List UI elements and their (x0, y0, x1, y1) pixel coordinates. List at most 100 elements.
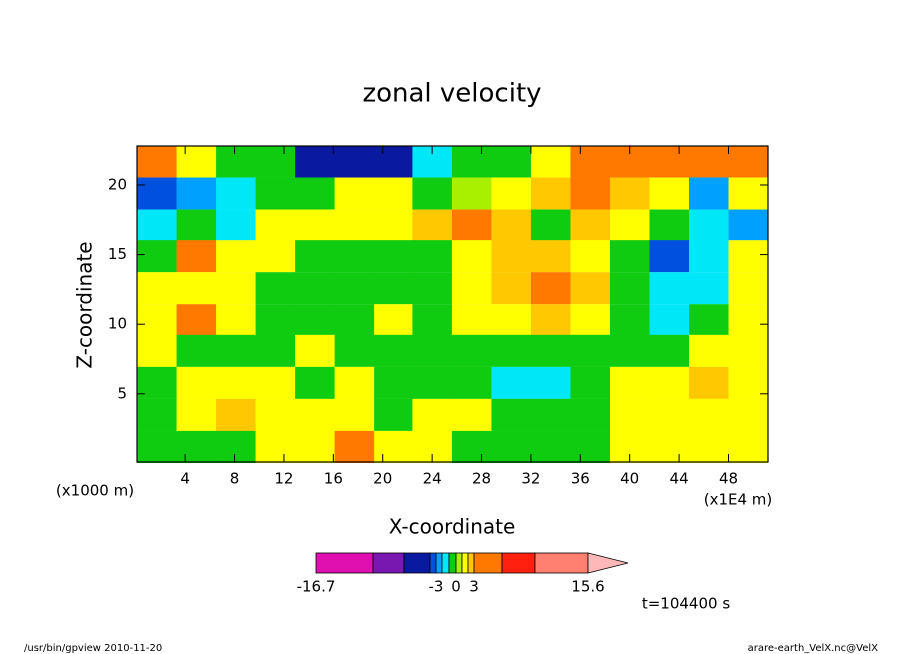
contour-cell (176, 398, 217, 431)
contour-cell (491, 145, 532, 178)
contour-cell (137, 272, 177, 305)
contour-cell (216, 366, 257, 399)
x-tick-label: 28 (472, 470, 491, 488)
colorbar-bin (473, 552, 503, 574)
contour-cell (334, 334, 375, 367)
contour-cell (137, 334, 177, 367)
x-tick-label: 44 (670, 470, 689, 488)
contour-cell (451, 145, 492, 178)
contour-cell (728, 430, 769, 463)
contour-cell (176, 145, 217, 178)
x-tick-label: 48 (719, 470, 738, 488)
contour-cell (451, 366, 492, 399)
contour-cell (374, 272, 415, 305)
contour-cell (570, 240, 611, 273)
contour-cell (295, 366, 336, 399)
contour-cell (295, 430, 336, 463)
contour-cell (334, 430, 375, 463)
contour-cell (649, 334, 690, 367)
contour-cell (689, 366, 729, 399)
contour-cell (689, 240, 729, 273)
contour-cell (570, 209, 611, 242)
contour-cell (176, 334, 217, 367)
x-tick-label: 32 (521, 470, 540, 488)
contour-cell (216, 430, 257, 463)
contour-cell (176, 177, 217, 210)
contour-cell (374, 145, 415, 178)
contour-cell (334, 272, 375, 305)
contour-cell (570, 430, 611, 463)
x-tick-label: 20 (373, 470, 392, 488)
contour-cell (689, 430, 729, 463)
contour-cell (412, 240, 453, 273)
colorbar-bin (441, 552, 450, 574)
contour-cell (374, 304, 415, 337)
colorbar-label: -16.7 (297, 578, 336, 596)
contour-cell (255, 272, 296, 305)
contour-cell (530, 209, 571, 242)
contour-cell (609, 334, 650, 367)
contour-cell (609, 177, 650, 210)
x-tick-label: 40 (620, 470, 639, 488)
contour-cell (412, 398, 453, 431)
contour-cell (570, 334, 611, 367)
contour-cell (491, 366, 532, 399)
contour-cell (255, 334, 296, 367)
colorbar-label: 15.6 (571, 578, 604, 596)
contour-cell (728, 209, 769, 242)
contour-cell (412, 304, 453, 337)
y-tick-label: 10 (108, 315, 127, 333)
contour-cell (137, 430, 177, 463)
contour-cell (295, 209, 336, 242)
contour-cell (728, 240, 769, 273)
contour-cell (137, 304, 177, 337)
contour-cell (295, 272, 336, 305)
contour-cell (570, 145, 611, 178)
contour-cell (689, 145, 729, 178)
colorbar-bin (315, 552, 374, 574)
x-tick-label: 4 (180, 470, 190, 488)
x-tick-label: 24 (423, 470, 442, 488)
contour-cell (491, 304, 532, 337)
contour-cell (255, 304, 296, 337)
contour-cell (649, 145, 690, 178)
contour-cell (216, 177, 257, 210)
footer-right: arare-earth_VelX.nc@VelX (748, 643, 879, 654)
contour-cell (649, 272, 690, 305)
contour-cell (649, 177, 690, 210)
colorbar-label: 3 (469, 578, 479, 596)
contour-cell (451, 304, 492, 337)
contour-cell (255, 430, 296, 463)
contour-cell (689, 334, 729, 367)
contour-cell (530, 304, 571, 337)
contour-cell (176, 240, 217, 273)
contour-cell (530, 272, 571, 305)
contour-cell (451, 272, 492, 305)
contour-cell (451, 398, 492, 431)
contour-cell (255, 366, 296, 399)
contour-cell (530, 177, 571, 210)
contour-cell (491, 334, 532, 367)
contour-cell (334, 366, 375, 399)
contour-cell (728, 398, 769, 431)
contour-cell (728, 177, 769, 210)
x-tick-label: 16 (324, 470, 343, 488)
x-unit: (x1E4 m) (704, 491, 773, 509)
contour-cell (216, 240, 257, 273)
contour-cell (216, 145, 257, 178)
contour-cell (176, 304, 217, 337)
contour-cell (649, 366, 690, 399)
contour-cell (451, 430, 492, 463)
contour-cell (216, 209, 257, 242)
contour-field (137, 145, 769, 463)
contour-cell (412, 209, 453, 242)
contour-cell (374, 177, 415, 210)
plot-frame (136, 145, 769, 463)
contour-cell (649, 430, 690, 463)
chart-title: zonal velocity (362, 79, 541, 109)
colorbar-bin (448, 552, 457, 574)
y-axis-label: Z-coordinate (73, 241, 97, 368)
contour-cell (412, 334, 453, 367)
colorbar-bin (455, 552, 463, 574)
